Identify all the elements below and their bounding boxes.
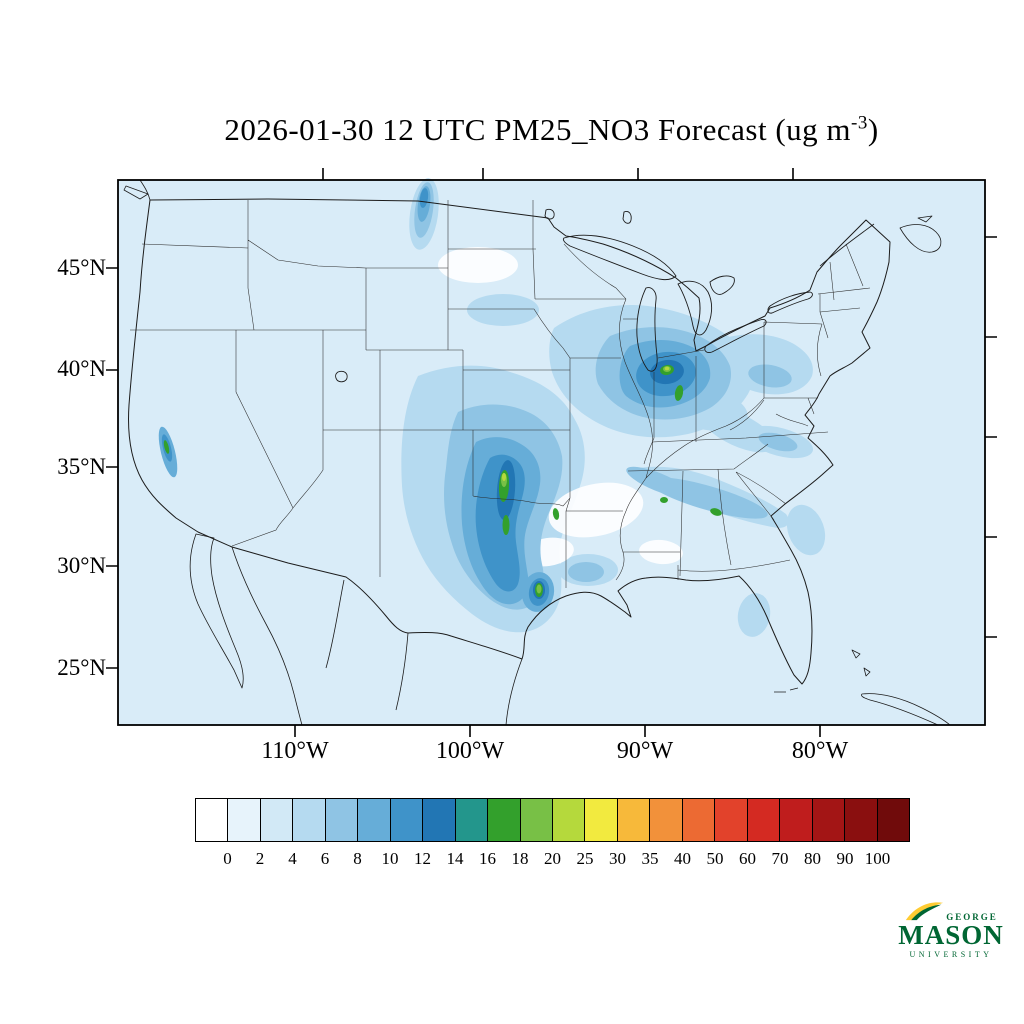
colorbar-tick-label: 25	[576, 849, 594, 868]
page-title: 2026-01-30 12 UTC PM25_NO3 Forecast (ug …	[118, 112, 985, 148]
title-close: )	[867, 112, 879, 147]
map-border-frame	[117, 179, 986, 726]
lat-label-30n: 30°N	[57, 553, 106, 578]
colorbar-cell	[358, 799, 391, 841]
colorbar-cell	[488, 799, 521, 841]
colorbar-tick-label: 0	[223, 849, 232, 868]
lon-label-90w: 90°W	[616, 738, 674, 764]
colorbar-cell	[715, 799, 748, 841]
contour-level-20-25-yellowgreen	[502, 366, 670, 481]
colorbar-tick-label: 100	[864, 849, 891, 868]
map-canvas	[106, 168, 997, 737]
colorbar-cell	[293, 799, 326, 841]
lat-label-45n: 45°N	[57, 255, 106, 280]
colorbar-tick-label: 50	[706, 849, 724, 868]
colorbar-tick-label: 90	[836, 849, 854, 868]
colorbar-tick-label: 20	[544, 849, 561, 868]
colorbar-tick-label: 2	[255, 849, 265, 868]
colorbar-cell	[812, 799, 846, 841]
logo-mason-text: MASON	[898, 920, 1004, 950]
colorbar-cell	[682, 799, 716, 841]
colorbar-tick-label: 16	[479, 849, 496, 868]
state-borders	[130, 200, 871, 588]
colorbar-tick-label: 6	[320, 849, 330, 868]
lat-label-35n: 35°N	[57, 454, 106, 479]
title-superscript: -3	[851, 112, 868, 134]
university-logo: GEORGE MASON UNIVERSITY	[886, 898, 1016, 959]
colorbar-cell	[520, 799, 553, 841]
colorbar-cell	[845, 799, 878, 841]
colorbar-cell	[423, 799, 456, 841]
colorbar-labels: 0 2 4 6 8 10 12 14 16 18 20 25 30 35 40 50 60 70 80 90 100	[195, 849, 910, 871]
colorbar-tick-label: 8	[353, 849, 362, 868]
colorbar-cell	[455, 799, 489, 841]
colorbar-tick-label: 30	[609, 849, 626, 868]
lat-label-40n: 40°N	[57, 356, 106, 381]
colorbar-cell	[585, 799, 618, 841]
lat-label-25n: 25°N	[57, 655, 106, 680]
colorbar-cell	[780, 799, 813, 841]
colorbar-tick-label: 18	[511, 849, 529, 868]
colorbar-cell	[325, 799, 359, 841]
colorbar-tick-label: 70	[771, 849, 789, 868]
colorbar-tick-label: 14	[446, 849, 464, 868]
colorbar-cell	[747, 799, 781, 841]
colorbar-cell	[617, 799, 651, 841]
logo-top-row: GEORGE	[886, 898, 1016, 922]
colorbar-cell	[390, 799, 424, 841]
colorbar-cell	[552, 799, 586, 841]
colorbar-tick-label: 80	[804, 849, 821, 868]
colorbar-cell	[877, 799, 909, 841]
colorbar-cell	[228, 799, 261, 841]
colorbar-tick-label: 4	[288, 849, 297, 868]
great-lakes	[335, 208, 813, 383]
axis-tick-marks	[106, 168, 997, 737]
map-frame	[106, 168, 997, 737]
colorbar-tick-label: 35	[641, 849, 659, 868]
colorbar-tick-label: 10	[381, 849, 399, 868]
title-main: 2026-01-30 12 UTC PM25_NO3 Forecast (ug …	[224, 112, 852, 147]
lon-label-100w: 100°W	[435, 738, 505, 764]
colorbar-cell	[196, 799, 229, 841]
colorbar	[195, 798, 910, 842]
logo-george-text: GEORGE	[946, 912, 998, 922]
canada-mexico-islands	[123, 179, 951, 726]
colorbar-cell	[260, 799, 294, 841]
colorbar-cell	[650, 799, 683, 841]
logo-swoosh-icon	[906, 902, 944, 921]
lon-label-80w: 80°W	[791, 738, 849, 764]
colorbar-tick-label: 60	[739, 849, 756, 868]
logo-university-text: UNIVERSITY	[909, 950, 993, 959]
us-coastline-outline	[128, 198, 891, 685]
colorbar-tick-label: 12	[414, 849, 431, 868]
colorbar-tick-label: 40	[674, 849, 691, 868]
lon-label-110w: 110°W	[261, 738, 329, 764]
